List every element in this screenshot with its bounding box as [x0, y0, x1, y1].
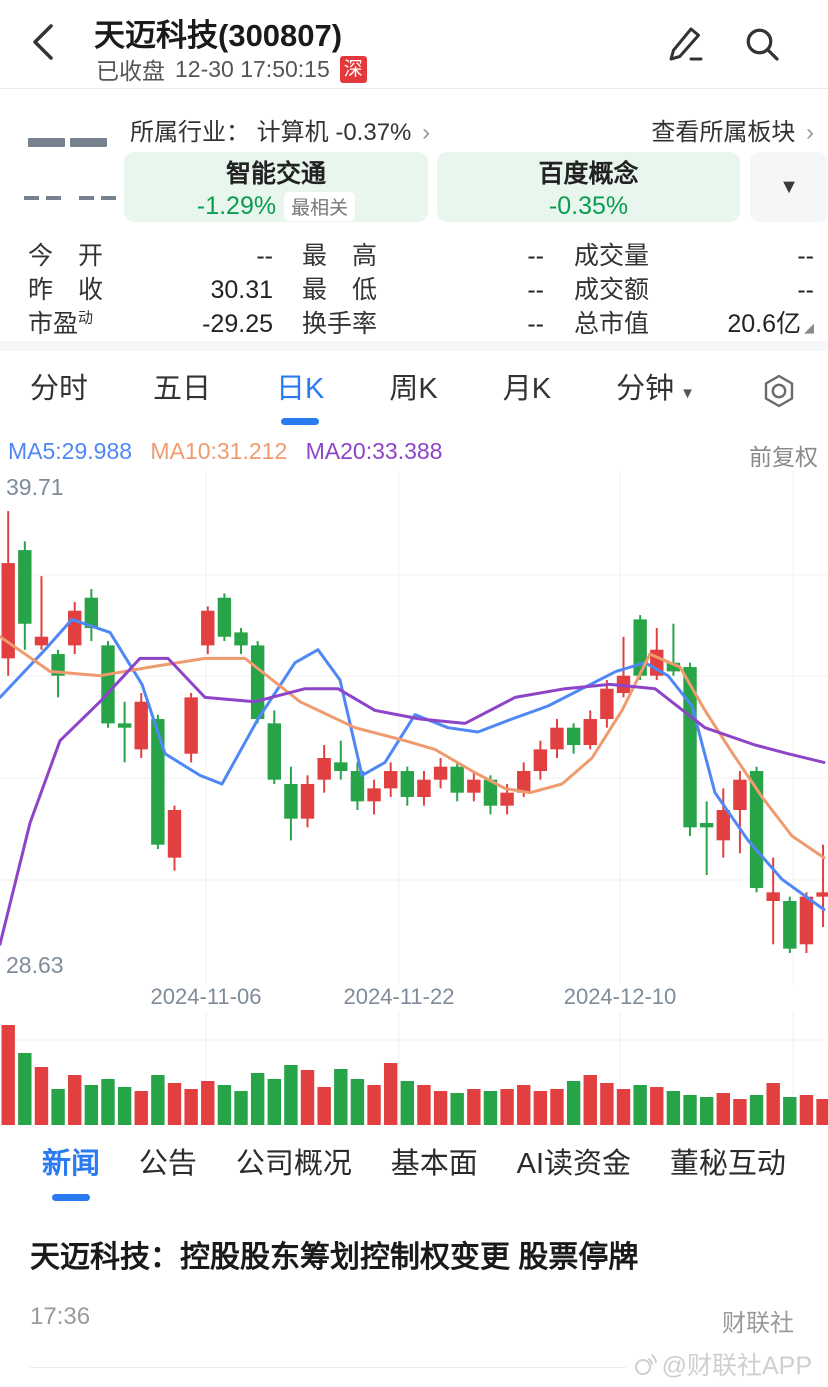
concept-change: -0.35%	[548, 191, 629, 220]
stat-label: 市盈动	[28, 309, 94, 338]
industry-label: 所属行业：	[130, 119, 250, 146]
tab-monthly-k[interactable]: 月K	[502, 373, 552, 405]
price-chart-svg	[0, 470, 828, 985]
concept-name: 智能交通	[225, 159, 326, 188]
stat-value: --	[797, 276, 814, 304]
most-related-tag: 最相关	[284, 191, 356, 221]
stats-col-2: 最 高 -- 最 低 -- 换手率 --	[302, 236, 544, 338]
market-cap-row[interactable]: 总市值 20.6亿 ◢	[574, 304, 814, 338]
edit-button[interactable]	[664, 22, 708, 66]
industry-value: 计算机 -0.37%	[256, 119, 412, 146]
chart-settings-button[interactable]	[760, 372, 798, 410]
ma5-value: MA5:29.988	[8, 438, 133, 464]
stat-label: 换手率	[302, 310, 378, 338]
stat-label: 成交额	[574, 276, 650, 304]
concept-card-1[interactable]: 智能交通 -1.29% 最相关	[124, 152, 428, 222]
market-status-row: 已收盘 12-30 17:50:15 深	[96, 52, 367, 86]
settings-nut-icon	[764, 374, 794, 408]
candlestick-chart[interactable]	[0, 470, 828, 985]
back-button[interactable]	[22, 20, 66, 64]
chevron-down-icon: ▼	[680, 385, 695, 402]
concept-change: -1.29%	[196, 191, 277, 220]
search-icon	[746, 28, 779, 61]
news-time: 17:36	[30, 1303, 91, 1330]
news-divider	[30, 1367, 794, 1368]
news-source: 财联社	[722, 1310, 794, 1337]
stat-label: 今 开	[28, 242, 104, 270]
tab-fundamentals[interactable]: 基本面	[390, 1147, 478, 1180]
tab-minute-chart[interactable]: 分时	[30, 373, 89, 405]
ma10-value: MA10:31.212	[150, 438, 288, 464]
change-placeholder	[24, 196, 61, 200]
section-separator	[0, 341, 828, 351]
volume-chart[interactable]	[0, 1012, 828, 1125]
quote-timestamp: 12-30 17:50:15	[175, 55, 330, 82]
stat-label: 昨 收	[28, 276, 104, 304]
adjust-mode-label[interactable]: 前复权	[749, 444, 818, 470]
header-divider	[0, 88, 828, 89]
chevron-down-icon: ▼	[779, 175, 799, 198]
stat-value: --	[527, 242, 544, 270]
stat-value: 20.6亿	[727, 310, 801, 338]
kline-tab-bar: 分时 五日 日K 周K 月K 分钟 ▼	[0, 357, 828, 433]
change-pct-placeholder	[79, 196, 116, 200]
stats-col-3: 成交量 -- 成交额 -- 总市值 20.6亿 ◢	[574, 236, 814, 338]
stat-label: 成交量	[574, 242, 650, 270]
stat-value: --	[527, 276, 544, 304]
concept-name: 百度概念	[538, 159, 639, 188]
market-cap-expand-icon: ◢	[804, 320, 814, 335]
stats-col-1: 今 开 -- 昨 收 30.31 市盈动 -29.25	[28, 236, 273, 338]
news-headline[interactable]: 天迈科技：控股股东筹划控制权变更 股票停牌	[30, 1241, 639, 1274]
stat-value: --	[256, 242, 273, 270]
view-sector-link[interactable]: 查看所属板块 ›	[651, 119, 814, 146]
page-title: 天迈科技(300807)	[94, 18, 343, 53]
price-placeholder	[28, 138, 107, 147]
x-axis-date-label: 2024-11-22	[343, 984, 455, 1009]
tab-ir-interaction[interactable]: 董秘互动	[669, 1147, 786, 1180]
industry-link[interactable]: 所属行业： 计算机 -0.37% ›	[130, 112, 430, 147]
stat-value: 30.31	[210, 276, 273, 304]
exchange-badge: 深	[339, 55, 367, 83]
search-button[interactable]	[740, 22, 784, 66]
tab-ai-funds[interactable]: AI读资金	[516, 1147, 632, 1180]
stat-label: 总市值	[574, 310, 650, 338]
stat-value: --	[527, 310, 544, 338]
megaphone-icon	[634, 1354, 657, 1375]
back-chevron-icon	[33, 24, 53, 60]
tab-announcements[interactable]: 公告	[138, 1147, 197, 1180]
ma20-value: MA20:33.388	[305, 438, 443, 464]
stat-value: -29.25	[202, 310, 273, 338]
y-axis-min-label: 28.63	[6, 952, 64, 978]
tab-minutes-dropdown[interactable]: 分钟 ▼	[616, 373, 695, 405]
y-axis-max-label: 39.71	[6, 474, 64, 500]
tab-weekly-k[interactable]: 周K	[389, 373, 438, 405]
watermark: @财联社APP	[625, 1346, 812, 1382]
ma-legend: MA5:29.988 MA10:31.212 MA20:33.388	[8, 438, 454, 465]
stat-value: --	[797, 242, 814, 270]
content-tab-bar: 新闻 公告 公司概况 基本面 AI读资金 董秘互动	[0, 1128, 828, 1212]
pencil-icon	[669, 27, 703, 61]
concept-card-2[interactable]: 百度概念 -0.35%	[437, 152, 740, 222]
tab-five-day[interactable]: 五日	[153, 373, 212, 405]
chevron-right-icon: ›	[422, 119, 431, 146]
tab-company-profile[interactable]: 公司概况	[235, 1147, 352, 1180]
market-status: 已收盘	[96, 58, 165, 84]
stat-label: 最 低	[302, 276, 378, 304]
tab-news[interactable]: 新闻	[42, 1140, 100, 1201]
volume-chart-svg	[0, 1012, 828, 1125]
stat-label: 最 高	[302, 242, 378, 270]
x-axis-date-label: 2024-11-06	[150, 984, 262, 1009]
x-axis-date-label: 2024-12-10	[563, 984, 677, 1009]
concepts-expand-button[interactable]: ▼	[750, 152, 828, 222]
tab-daily-k[interactable]: 日K	[276, 365, 324, 425]
chevron-right-icon: ›	[806, 119, 814, 146]
